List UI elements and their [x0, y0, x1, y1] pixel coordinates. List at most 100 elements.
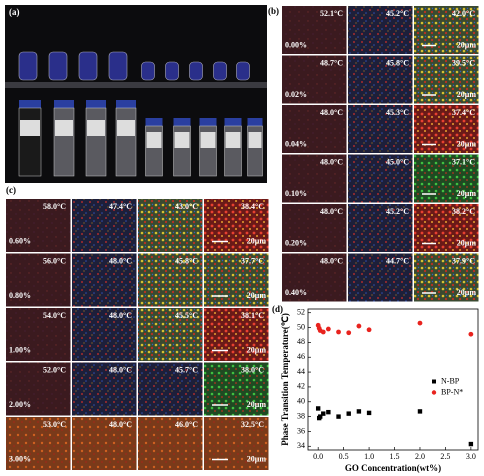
micrograph: [72, 199, 137, 252]
y-tick-label: 42: [297, 382, 305, 391]
vial-label: [225, 132, 241, 148]
temperature: 45.7°C: [175, 365, 198, 374]
vial: [53, 107, 75, 177]
vial-cap: [173, 118, 191, 126]
panel-label: (b): [268, 6, 279, 16]
temperature: 58.0°C: [43, 202, 66, 211]
x-tick-label: 0.5: [339, 452, 349, 461]
scale-bar-label: 20μm: [457, 288, 477, 297]
temperature: 48.0°C: [320, 157, 343, 166]
vial-label: [117, 120, 135, 136]
data-point: [336, 414, 341, 419]
vial-cap: [116, 100, 136, 108]
micrograph: [204, 417, 269, 470]
vial-label: [87, 120, 105, 136]
micrograph: [204, 308, 269, 361]
scale-bar-label: 20μm: [247, 454, 267, 463]
vial: [108, 51, 128, 81]
micrograph: [6, 417, 71, 470]
data-point: [366, 410, 372, 416]
vial: [189, 61, 203, 81]
temperature: 48.0°C: [109, 420, 132, 429]
y-tick-label: 44: [297, 367, 305, 376]
concentration: 0.00%: [285, 40, 307, 49]
micrograph: [204, 362, 269, 416]
temperature: 48.7°C: [320, 58, 343, 67]
micrograph: [138, 308, 203, 361]
x-tick-label: 2.5: [440, 452, 450, 461]
temperature: 45.5°C: [175, 311, 198, 320]
concentration: 0.40%: [285, 288, 307, 297]
temperature: 32.5°C: [241, 420, 264, 429]
temperature: 42.0°C: [452, 9, 475, 18]
concentration: 3.00%: [9, 454, 31, 463]
scale-bar-label: 20μm: [247, 400, 267, 409]
panel-label: (d): [272, 304, 283, 314]
legend-marker: [432, 379, 436, 384]
panels: (b) 52.1°C 45.2°C 42.0°C 20μm 0.00% 48.7°C 45.8…: [6, 6, 479, 473]
temperature: 48.0°C: [320, 207, 343, 216]
micrograph: [282, 154, 347, 203]
temperature: 48.0°C: [109, 311, 132, 320]
legend-label: N-BP: [441, 376, 460, 385]
vial-cap: [54, 100, 74, 108]
y-tick-label: 36: [297, 426, 305, 435]
data-point: [417, 320, 423, 326]
temperature: 45.8°C: [386, 58, 409, 67]
panel-label: (c): [6, 185, 16, 195]
scale-bar-label: 20μm: [457, 189, 477, 198]
micrograph: [348, 154, 413, 203]
vial: [141, 61, 155, 81]
micrograph: [72, 362, 137, 416]
temperature: 38.2°C: [452, 207, 475, 216]
temperature: 43.0°C: [175, 202, 198, 211]
y-tick-label: 34: [297, 441, 305, 450]
y-tick-label: 52: [297, 308, 305, 317]
temperature: 45.3°C: [386, 108, 409, 117]
temperature: 37.1°C: [452, 157, 475, 166]
micrograph: [72, 253, 137, 307]
micrograph: [6, 362, 71, 416]
data-point: [320, 329, 326, 335]
legend-marker: [431, 390, 437, 395]
temperature: 45.8°C: [175, 256, 198, 265]
concentration: 0.60%: [9, 236, 31, 245]
panel-label: (a): [9, 7, 20, 17]
temperature: 45.2°C: [386, 9, 409, 18]
temperature: 54.0°C: [43, 311, 66, 320]
micrograph: [282, 204, 347, 252]
temperature: 52.1°C: [320, 9, 343, 18]
temperature: 47.4°C: [109, 202, 132, 211]
scale-bar-label: 20μm: [457, 139, 477, 148]
micrograph: [6, 199, 71, 252]
temperature: 37.4°C: [452, 108, 475, 117]
micrograph: [282, 253, 347, 302]
temperature: 39.5°C: [452, 58, 475, 67]
scale-bar-label: 20μm: [247, 345, 267, 354]
y-tick-label: 38: [297, 411, 305, 420]
vial: [18, 51, 38, 81]
x-axis-label: GO Concentration(wt%): [345, 463, 441, 473]
vial-cap: [145, 118, 163, 126]
temperature: 37.9°C: [452, 256, 475, 265]
micrograph: [348, 204, 413, 252]
vial: [18, 107, 42, 177]
x-tick-label: 2.0: [415, 452, 425, 461]
micrograph: [282, 6, 347, 54]
micrograph: [138, 253, 203, 307]
shelf: [5, 82, 267, 88]
micrograph: [348, 253, 413, 302]
concentration: 0.20%: [285, 238, 307, 247]
micrograph: [348, 55, 413, 104]
data-point: [325, 326, 331, 332]
data-point: [356, 323, 362, 329]
temperature: 48.0°C: [320, 108, 343, 117]
data-point: [315, 406, 321, 411]
data-point: [356, 409, 362, 414]
temperature: 48.0°C: [109, 365, 132, 374]
temperature: 44.7°C: [386, 256, 409, 265]
vial: [236, 61, 250, 81]
data-point: [468, 441, 474, 447]
vial-cap: [199, 118, 217, 126]
